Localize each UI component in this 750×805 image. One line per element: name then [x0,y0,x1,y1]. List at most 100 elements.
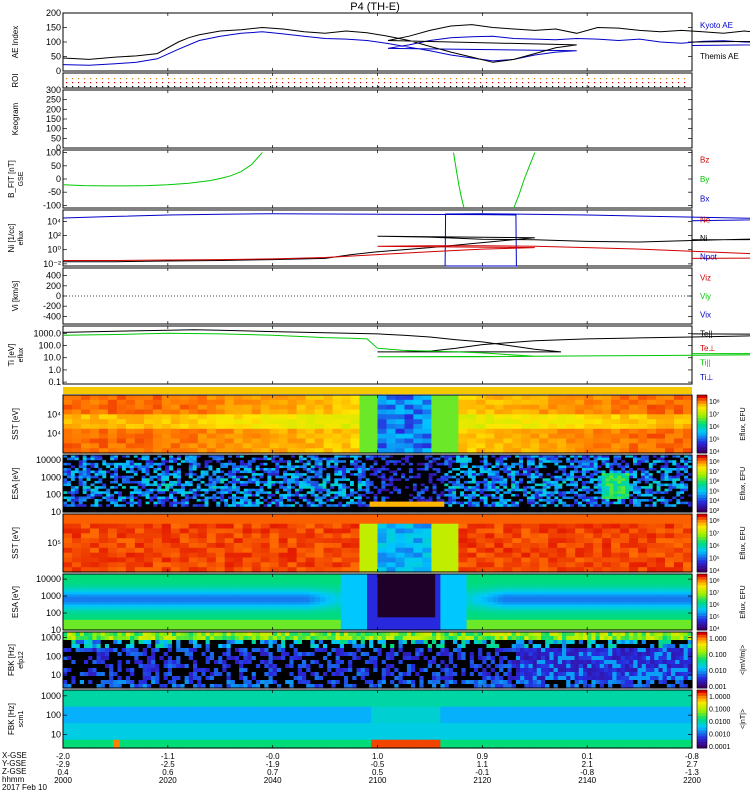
heatmap-cell [449,443,459,448]
heatmap-cell [378,410,388,415]
roi-dot [684,82,685,83]
heatmap-cell [333,414,343,419]
heatmap-cell [449,424,459,429]
heatmap-cell [63,419,73,424]
roi-dot [270,86,271,87]
heatmap-cell [593,410,603,415]
roi-dot [120,82,121,83]
heatmap-cell [360,400,370,405]
heatmap-cell [584,439,594,444]
roi-dot [216,82,217,83]
heatmap-cell [297,400,307,405]
heatmap-cell [108,405,118,410]
heatmap-cell [422,400,432,405]
heatmap-cell [467,429,477,434]
heatmap-cell [333,439,343,444]
heatmap-cell [360,429,370,434]
heatmap-cell [512,434,522,439]
heatmap-cell [557,414,567,419]
heatmap-cell [396,434,406,439]
heatmap-cell [476,400,486,405]
heatmap-cell [548,434,558,439]
roi-dot [570,82,571,83]
heatmap-cell [81,553,91,558]
heatmap-cell [530,400,540,405]
roi-dot [330,78,331,79]
roi-dot [534,78,535,79]
heatmap-cell [611,429,621,434]
roi-dot [186,86,187,87]
heatmap-cell [593,439,603,444]
heatmap-cell [593,434,603,439]
roi-dot [324,78,325,79]
heatmap-cell [665,410,675,415]
heatmap-cell [387,405,397,410]
heatmap-cell [378,400,388,405]
heatmap-cell [638,429,648,434]
roi-dot [354,78,355,79]
roi-dot [606,82,607,83]
heatmap-cell [440,395,450,400]
heatmap-cell [297,434,307,439]
ti-legend-1: Te⊥ [700,344,715,353]
heatmap-cell [566,410,576,415]
heatmap-cell [225,419,235,424]
heatmap-cell [162,400,172,405]
heatmap-cell [171,410,181,415]
roi-dot [606,86,607,87]
roi-dot [564,86,565,87]
roi-dot [156,78,157,79]
heatmap-cell [593,414,603,419]
heatmap-cell [81,419,91,424]
heatmap-cell [593,424,603,429]
heatmap-cell [360,443,370,448]
heatmap-cell [144,434,154,439]
roi-dot [522,78,523,79]
heatmap-cell [216,410,226,415]
heatmap-cell [90,548,100,553]
heatmap-cell [440,405,450,410]
roi-dot [498,86,499,87]
heatmap-cell [81,400,91,405]
heatmap-cell [315,419,325,424]
heatmap-cell [494,414,504,419]
roi-dot [474,82,475,83]
heatmap-cell [512,443,522,448]
heatmap-cell [548,419,558,424]
heatmap-cell [485,400,495,405]
heatmap-cell [575,400,585,405]
heatmap-cell [422,414,432,419]
heatmap-cell [270,414,280,419]
roi-dot [252,82,253,83]
roi-dot [462,78,463,79]
heatmap-cell [620,443,630,448]
heatmap-cell [396,414,406,419]
heatmap-cell [72,538,82,543]
heatmap-cell [342,429,352,434]
heatmap-cell [126,429,136,434]
heatmap-cell [602,400,612,405]
heatmap-cell [144,400,154,405]
heatmap-cell [494,410,504,415]
heatmap-cell [647,395,657,400]
heatmap-cell [99,533,109,538]
heatmap-cell [342,410,352,415]
heatmap-cell [369,414,379,419]
heatmap-cell [270,400,280,405]
heatmap-cell [225,424,235,429]
roi-dot [414,82,415,83]
heatmap-cell [387,429,397,434]
heatmap-cell [566,424,576,429]
roi-dot [174,78,175,79]
roi-dot [138,82,139,83]
heatmap-cell [369,424,379,429]
heatmap-cell [324,400,334,405]
heatmap-cell [162,419,172,424]
heatmap-cell [270,419,280,424]
heatmap-cell [557,429,567,434]
roi-dot [582,82,583,83]
heatmap-cell [261,395,271,400]
heatmap-cell [243,434,253,439]
heatmap-cell [521,434,531,439]
roi-dot [90,78,91,79]
